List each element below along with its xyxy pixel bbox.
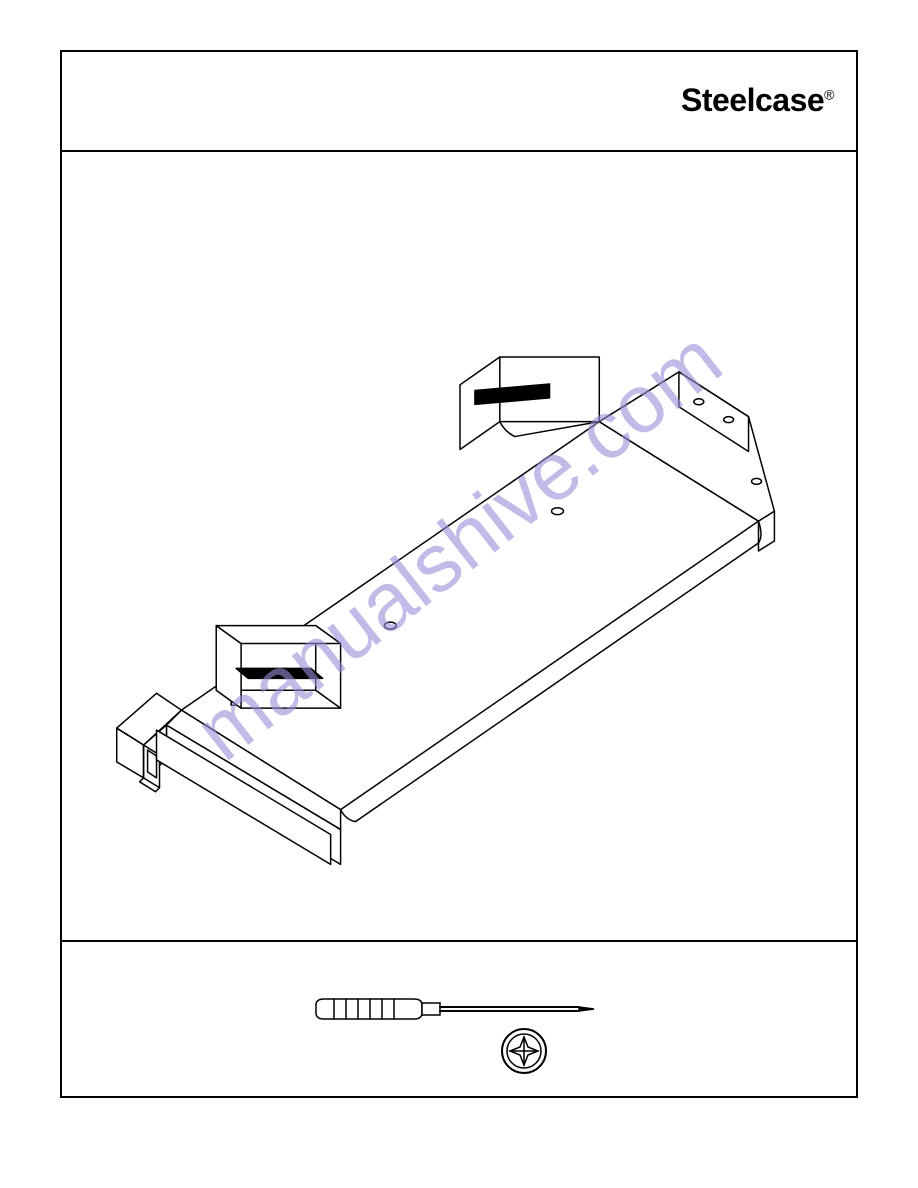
header-section: Steelcase® xyxy=(62,52,856,152)
registered-mark: ® xyxy=(824,86,834,102)
bracket-drawing xyxy=(62,152,856,940)
brand-logo: Steelcase® xyxy=(681,82,834,119)
page-frame: Steelcase® xyxy=(60,50,858,1098)
brand-name: Steelcase xyxy=(681,82,824,118)
tools-drawing xyxy=(284,959,634,1079)
tools-section xyxy=(62,942,856,1096)
main-drawing-area: manualshive.com xyxy=(62,152,856,942)
